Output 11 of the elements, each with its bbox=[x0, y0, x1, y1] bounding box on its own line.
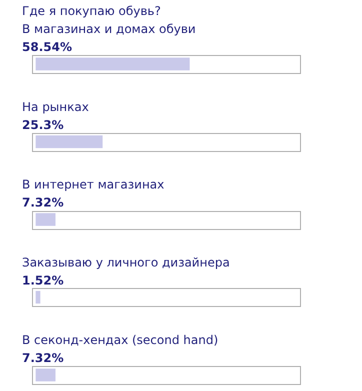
data-label: 1.52% bbox=[22, 273, 64, 288]
data-label: 7.32% bbox=[22, 351, 64, 365]
y-tick-label: В интернет магазинах bbox=[22, 178, 164, 192]
data-label: 7.32% bbox=[22, 196, 64, 210]
data-label: 58.54% bbox=[22, 40, 72, 54]
y-tick-label: На рынках bbox=[22, 100, 89, 114]
y-tick-label: В секонд-хендах (second hand) bbox=[22, 333, 218, 347]
y-tick-label: В магазинах и домах обуви bbox=[22, 22, 196, 36]
data-label: 25.3% bbox=[22, 118, 64, 132]
y-tick-label: Заказываю у личного дизайнера bbox=[22, 255, 230, 270]
text: Где я покупаю обувь? bbox=[22, 4, 161, 18]
